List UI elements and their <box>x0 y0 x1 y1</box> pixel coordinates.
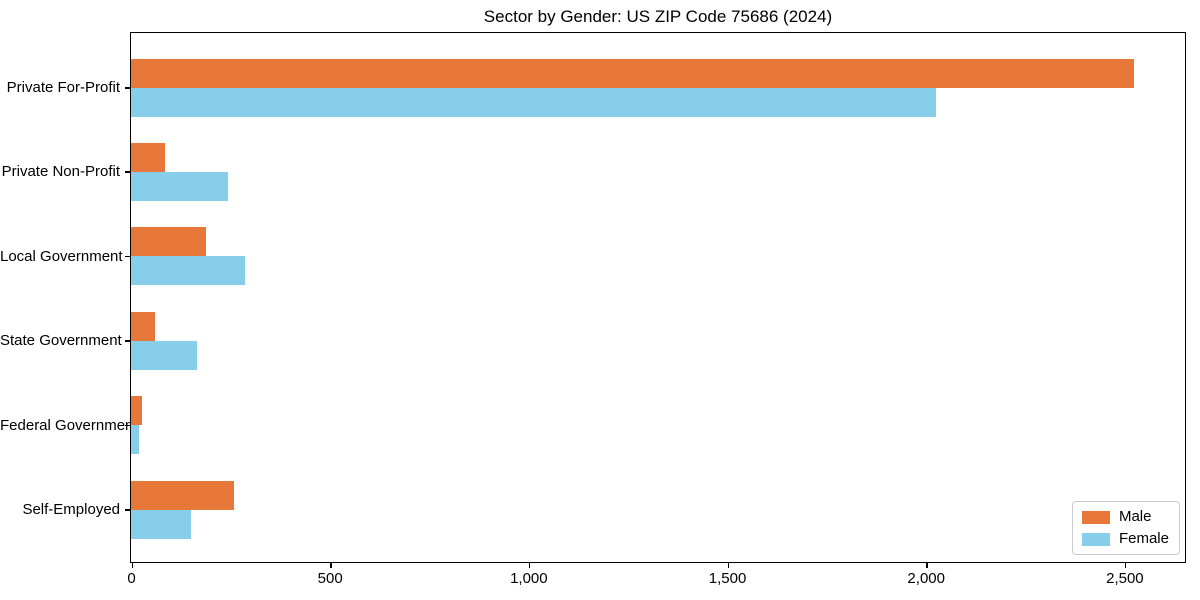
y-tick-mark <box>125 424 130 427</box>
bar-male-6 <box>131 480 234 510</box>
plot-area: Male Female <box>130 32 1186 563</box>
bar-female-4 <box>131 340 197 370</box>
x-tick-mark <box>926 563 928 568</box>
bar-female-1 <box>131 87 936 117</box>
bar-male-4 <box>131 311 155 341</box>
x-tick-label: 2,500 <box>1106 570 1144 587</box>
male-swatch-icon <box>1081 510 1110 524</box>
y-tick-mark <box>125 340 130 342</box>
bar-male-3 <box>131 227 206 257</box>
y-tick-label: Federal Government <box>0 416 138 434</box>
x-tick-mark <box>1124 563 1127 568</box>
x-tick-mark <box>131 563 133 568</box>
y-tick-mark <box>125 87 130 89</box>
bar-male-1 <box>131 58 1134 88</box>
x-tick-label: 500 <box>317 570 343 587</box>
bar-female-5 <box>131 425 139 455</box>
x-tick-mark <box>528 563 531 568</box>
x-tick-mark <box>330 563 332 568</box>
x-tick-mark <box>727 563 730 568</box>
x-tick-label: 0 <box>127 570 136 587</box>
y-tick-label: Self-Employed <box>22 501 120 518</box>
bar-female-3 <box>131 256 245 286</box>
legend-label-male: Male <box>1118 508 1152 525</box>
x-tick-label: 1,500 <box>708 570 747 587</box>
x-tick-label: 1,000 <box>510 570 548 587</box>
y-tick-label: Local Government <box>0 247 123 265</box>
y-tick-mark <box>125 255 130 258</box>
legend-label-female: Female <box>1118 530 1169 547</box>
legend-item-female: Female <box>1081 530 1169 547</box>
y-tick-mark <box>125 509 130 511</box>
legend-item-male: Male <box>1081 508 1169 525</box>
legend: Male Female <box>1071 501 1180 555</box>
y-tick-label: State Government <box>0 332 122 350</box>
bar-female-6 <box>131 509 191 539</box>
x-tick-label: 2,000 <box>907 570 945 587</box>
y-tick-label: Private Non-Profit <box>1 163 120 181</box>
y-tick-mark <box>125 171 130 173</box>
bar-male-5 <box>131 396 142 426</box>
female-swatch-icon <box>1081 532 1110 546</box>
chart-title: Sector by Gender: US ZIP Code 75686 (202… <box>483 7 833 26</box>
y-tick-label: Private For-Profit <box>6 79 120 96</box>
bar-female-2 <box>131 171 228 201</box>
bar-male-2 <box>131 142 165 172</box>
